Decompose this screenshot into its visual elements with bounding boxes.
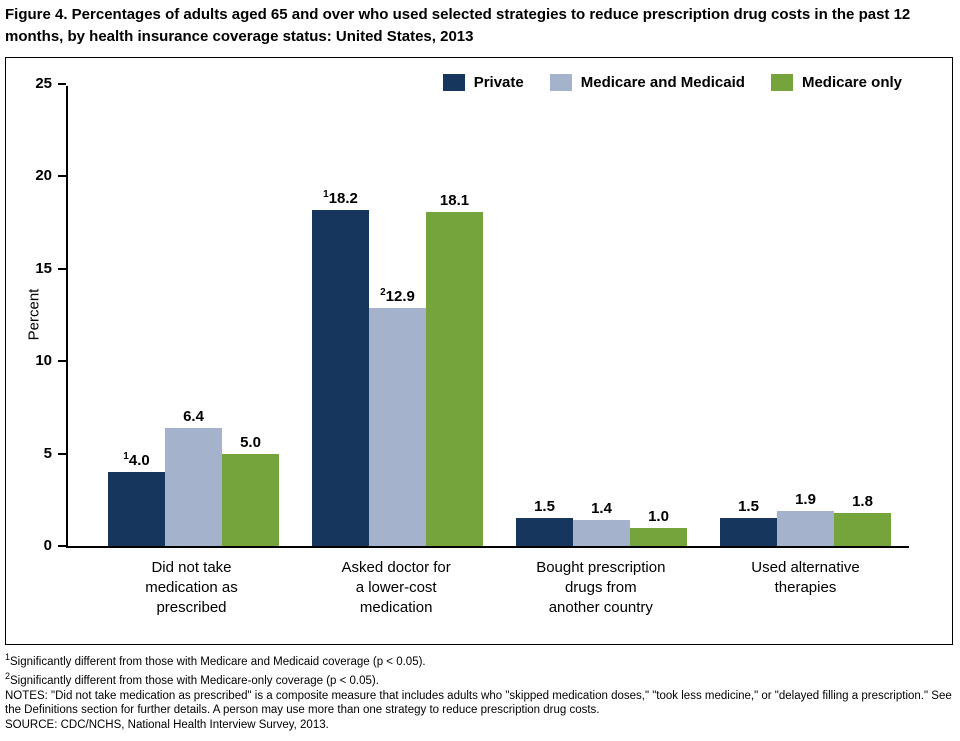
y-tick-mark [58, 83, 66, 85]
footnote-line: 2Significantly different from those with… [5, 671, 379, 688]
bar-group: 1.5 1.9 1.8 [720, 491, 891, 546]
bar-value-label: 14.0 [123, 451, 150, 470]
bar-private: 118.2 [312, 189, 369, 546]
plot-area: 0 5 10 15 20 25 14.0 6.4 5.0 118.2 212.9 18.1 1.5 1.4… [35, 75, 909, 554]
y-tick-mark [58, 452, 66, 455]
y-tick-label: 0 [43, 537, 52, 554]
y-tick-label: 20 [35, 167, 52, 185]
x-category-label: Did not take medication as prescribed [145, 559, 238, 616]
bar-medicare-and-medicaid: 1.9 [777, 491, 834, 546]
bar-medicare-and-medicaid: 6.4 [165, 408, 222, 546]
chart-frame: Private Medicare and Medicaid Medicare onl… [5, 57, 953, 645]
bar-medicare-and-medicaid: 1.4 [573, 500, 630, 546]
y-axis-title: Percent [25, 288, 43, 341]
figure-title: Figure 4. Percentages of adults aged 65 … [5, 6, 911, 45]
bar-private: 14.0 [108, 451, 165, 546]
x-category-label: Bought prescription drugs from another cou… [536, 559, 666, 616]
y-tick-mark [58, 360, 66, 363]
bar-value-label: 18.1 [439, 191, 470, 209]
bar-medicare-only: 18.1 [426, 192, 483, 546]
bar-group: 118.2 212.9 18.1 [312, 189, 483, 546]
x-category-label: Asked doctor for a lower-cost medication [341, 559, 451, 616]
legend-item: Medicare only [770, 74, 902, 91]
footnotes: 1Significantly different from those with… [5, 650, 955, 732]
bar-medicare-only: 5.0 [222, 434, 279, 546]
footnote-line: 1Significantly different from those with… [5, 652, 426, 668]
bar-private: 1.5 [516, 498, 573, 546]
legend-swatch [442, 74, 465, 91]
bar-medicare-and-medicaid: 212.9 [369, 287, 426, 546]
bar-group: 14.0 6.4 5.0 [108, 408, 279, 546]
bar-medicare-only: 1.8 [834, 493, 891, 546]
chart-legend: Private Medicare and Medicaid Medicare onl… [442, 74, 902, 91]
y-tick-label: 10 [35, 352, 52, 370]
legend-item: Medicare and Medicaid [549, 74, 745, 91]
bar-value-label: 1.5 [534, 498, 555, 516]
bar-value-label: 5.0 [240, 433, 261, 451]
x-axis-labels: Did not take medication as prescribed Asked… [66, 558, 909, 618]
y-tick-mark [58, 545, 66, 547]
bar-private: 1.5 [720, 498, 777, 546]
y-tick-label: 25 [35, 75, 52, 92]
legend-item: Private [442, 74, 524, 91]
bar-medicare-only: 1.0 [630, 508, 687, 546]
legend-label: Private [473, 74, 524, 91]
y-tick-mark [58, 267, 66, 270]
bar-value-label: 6.4 [183, 407, 204, 425]
bar-value-label: 1.0 [648, 507, 669, 525]
legend-label: Medicare and Medicaid [580, 74, 745, 91]
bar-value-label: 1.4 [591, 500, 612, 518]
bar-value-label: 118.2 [323, 188, 358, 207]
bar-value-label: 1.5 [738, 498, 759, 516]
legend-swatch [549, 74, 572, 91]
bar-group: 1.5 1.4 1.0 [516, 498, 687, 546]
footnote-line: NOTES: "Did not take medication as presc… [5, 689, 952, 717]
bar-value-label: 212.9 [380, 286, 415, 305]
legend-label: Medicare only [801, 74, 902, 91]
y-tick-label: 15 [35, 259, 52, 277]
footnote-line: SOURCE: CDC/NCHS, National Health Interv… [5, 718, 329, 731]
y-tick-mark [58, 175, 66, 178]
legend-swatch [770, 74, 793, 91]
x-category-label: Used alternative therapies [751, 559, 860, 596]
bar-value-label: 1.8 [852, 492, 873, 510]
bar-value-label: 1.9 [795, 490, 816, 508]
y-tick-label: 5 [43, 444, 52, 462]
